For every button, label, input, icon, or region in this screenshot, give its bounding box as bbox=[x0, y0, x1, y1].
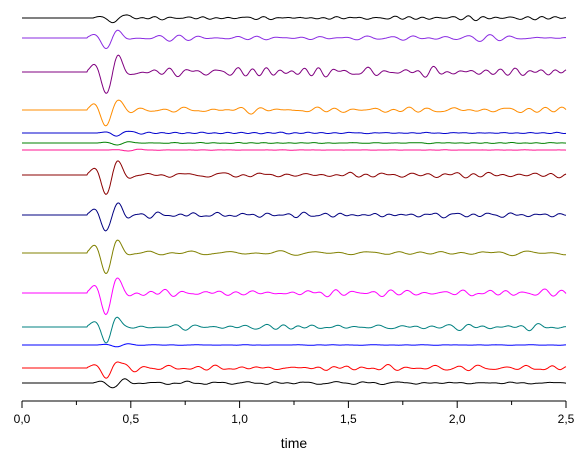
trace-10 bbox=[22, 239, 566, 275]
trace-4 bbox=[22, 99, 567, 127]
trace-14 bbox=[22, 361, 567, 379]
trace-2 bbox=[22, 29, 567, 50]
x-tick-label: 1,0 bbox=[231, 412, 248, 426]
trace-11 bbox=[22, 277, 567, 316]
trace-12 bbox=[22, 316, 567, 344]
trace-5 bbox=[22, 130, 567, 137]
trace-15 bbox=[22, 378, 567, 389]
trace-8 bbox=[22, 160, 567, 195]
traces-group bbox=[22, 14, 567, 389]
x-tick-label: 1,5 bbox=[340, 412, 357, 426]
trace-1 bbox=[22, 14, 567, 24]
x-tick-label: 2,0 bbox=[449, 412, 466, 426]
x-tick-label: 0,5 bbox=[122, 412, 139, 426]
trace-3 bbox=[22, 54, 567, 94]
x-axis-ticks: 0,0 0,5 1,0 1,5 2,0 2,5 bbox=[14, 401, 575, 426]
trace-6 bbox=[22, 141, 567, 146]
x-tick-label: 2,5 bbox=[558, 412, 575, 426]
trace-7 bbox=[22, 148, 567, 152]
trace-9 bbox=[22, 202, 567, 232]
x-tick-label: 0,0 bbox=[14, 412, 31, 426]
x-axis-title: time bbox=[281, 435, 308, 451]
trace-13 bbox=[22, 343, 566, 348]
